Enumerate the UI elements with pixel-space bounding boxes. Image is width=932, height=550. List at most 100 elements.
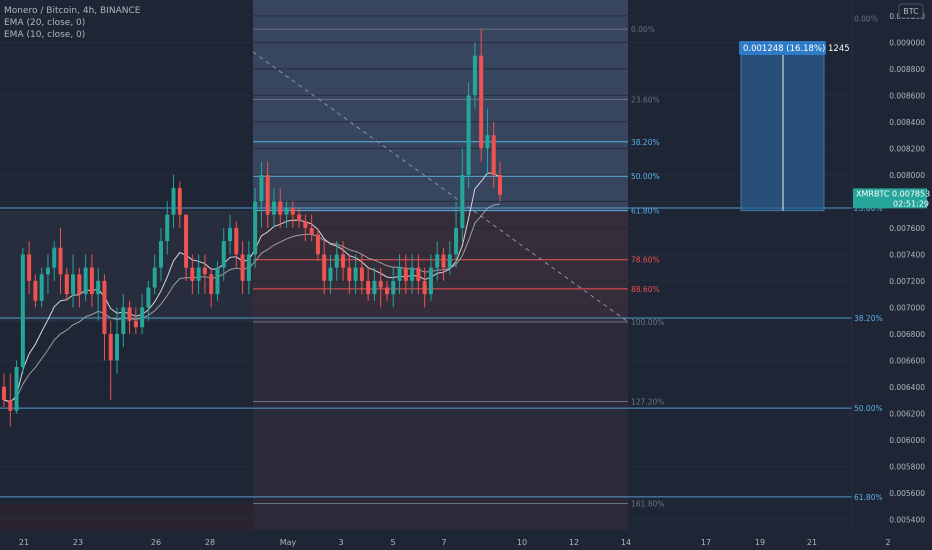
price-tick-label: 0.005600 [889,489,925,498]
candle-body [202,267,207,275]
long-position-tool[interactable]: 0.001248 (16.18%) 1245 [739,41,850,212]
right-fib-retracement[interactable]: 0.00% 23.60% 38.20% 50.00% 61.80% [0,15,883,502]
candle-body [290,208,295,215]
last-price-value: 0.007853 [892,189,930,198]
candle-body [441,254,446,268]
time-tick-label: 3 [338,538,343,547]
fib-retracement[interactable]: 0.00% 23.60% 38.20% 50.00% 61.80% 78.60% 88.60… [253,25,664,509]
fib-zone-middle [253,210,628,322]
candle-body [259,174,264,202]
price-tick-label: 0.006400 [889,383,925,392]
candle-body [158,241,163,268]
candle-body [322,254,327,281]
candle-body [209,274,214,295]
time-tick-label: 14 [621,538,631,547]
last-price-countdown: 02:51:29 [893,199,929,208]
extended-level-label: 38.20% [854,314,883,323]
candle-body [328,267,333,281]
time-tick-label: 23 [73,538,83,547]
candle-body [108,333,113,361]
candle-body [472,55,477,96]
fib-level-label: 23.60% [631,95,660,104]
candle-body [253,201,258,255]
price-tick-label: 0.007000 [889,303,925,312]
price-tick-label: 0.008600 [889,91,925,100]
extended-level-label: 0.00% [854,15,878,24]
candle-body [196,267,201,281]
candle-body [146,287,151,308]
fib-level-label: 161.80% [631,500,664,509]
legend-ema20: EMA (20, close, 0) [4,18,86,28]
extended-level-label: 23.60% [854,204,883,213]
candle-body [177,188,182,215]
last-price-label: XMRBTC 0.007853 02:51:29 [853,188,930,209]
currency-badge-background [898,3,924,19]
candle-body [466,95,471,175]
price-tick-label: 0.006200 [889,409,925,418]
price-tick-label: 0.007400 [889,250,925,259]
candle-body [422,280,427,295]
price-tick-label: 0.007600 [889,224,925,233]
price-tick-label: 0.008200 [889,144,925,153]
candles [2,29,502,427]
last-price-symbol: XMRBTC [856,189,890,198]
candle-body [8,400,13,411]
candle-body [479,55,484,149]
candle-body [378,280,383,288]
candle-body [127,307,132,321]
candle-body [485,135,490,149]
position-label-background [739,41,826,55]
chart-legend: Monero / Bitcoin, 4h, BINANCE EMA (20, c… [4,5,140,41]
candle-body [435,254,440,268]
candle-body [20,254,25,368]
price-tick-label: 0.008800 [889,65,925,74]
fib-level-label: 61.80% [631,207,660,216]
time-tick-label: 12 [569,538,579,547]
candle-body [297,214,302,222]
candle-body [140,307,145,328]
extended-level-label: 61.80% [854,493,883,502]
candle-body [315,234,320,255]
left-zone-middle [0,210,253,322]
candle-body [359,267,364,281]
candle-body [334,254,339,268]
time-tick-label: 2 [885,538,890,547]
price-tick-label: 0.006000 [889,436,925,445]
candle-body [133,320,138,328]
candle-body [152,267,157,288]
legend-symbol: Monero / Bitcoin, 4h, BINANCE [4,6,141,16]
left-zone-bottom [0,503,253,530]
candle-body [64,274,69,295]
candle-body [221,241,226,268]
fib-level-label: 127.20% [631,397,664,406]
candle-body [102,280,107,334]
time-tick-label: 19 [755,538,765,547]
candle-body [271,201,276,215]
price-tick-label: 0.005400 [889,515,925,524]
time-axis[interactable]: 21 23 26 28 May 3 5 7 10 12 14 17 19 21 2 [19,538,891,547]
candle-body [240,254,245,281]
candle-body [171,188,176,215]
candle-body [39,274,44,301]
time-tick-label: 5 [390,538,395,547]
candle-body [347,267,352,281]
time-tick-label: 10 [517,538,527,547]
fib-level-label: 78.60% [631,256,660,265]
time-tick-label: 21 [807,538,817,547]
currency-badge[interactable]: BTC [898,3,924,19]
last-price-label-background [853,188,927,209]
price-axis[interactable]: 0.0092000.0090000.0088000.0086000.008400… [889,12,925,525]
candle-body [45,267,50,275]
price-tick-label: 0.009000 [889,38,925,47]
candle-body [165,214,170,242]
candle-body [184,214,189,268]
candle-body [83,267,88,295]
fib-trend-line[interactable] [252,51,629,323]
fib-zone-lower [253,321,628,530]
fib-level-label: 50.00% [631,172,660,181]
candle-body [246,254,251,281]
candle-body [341,254,346,268]
candle-body [27,254,32,281]
candle-body [278,201,283,215]
